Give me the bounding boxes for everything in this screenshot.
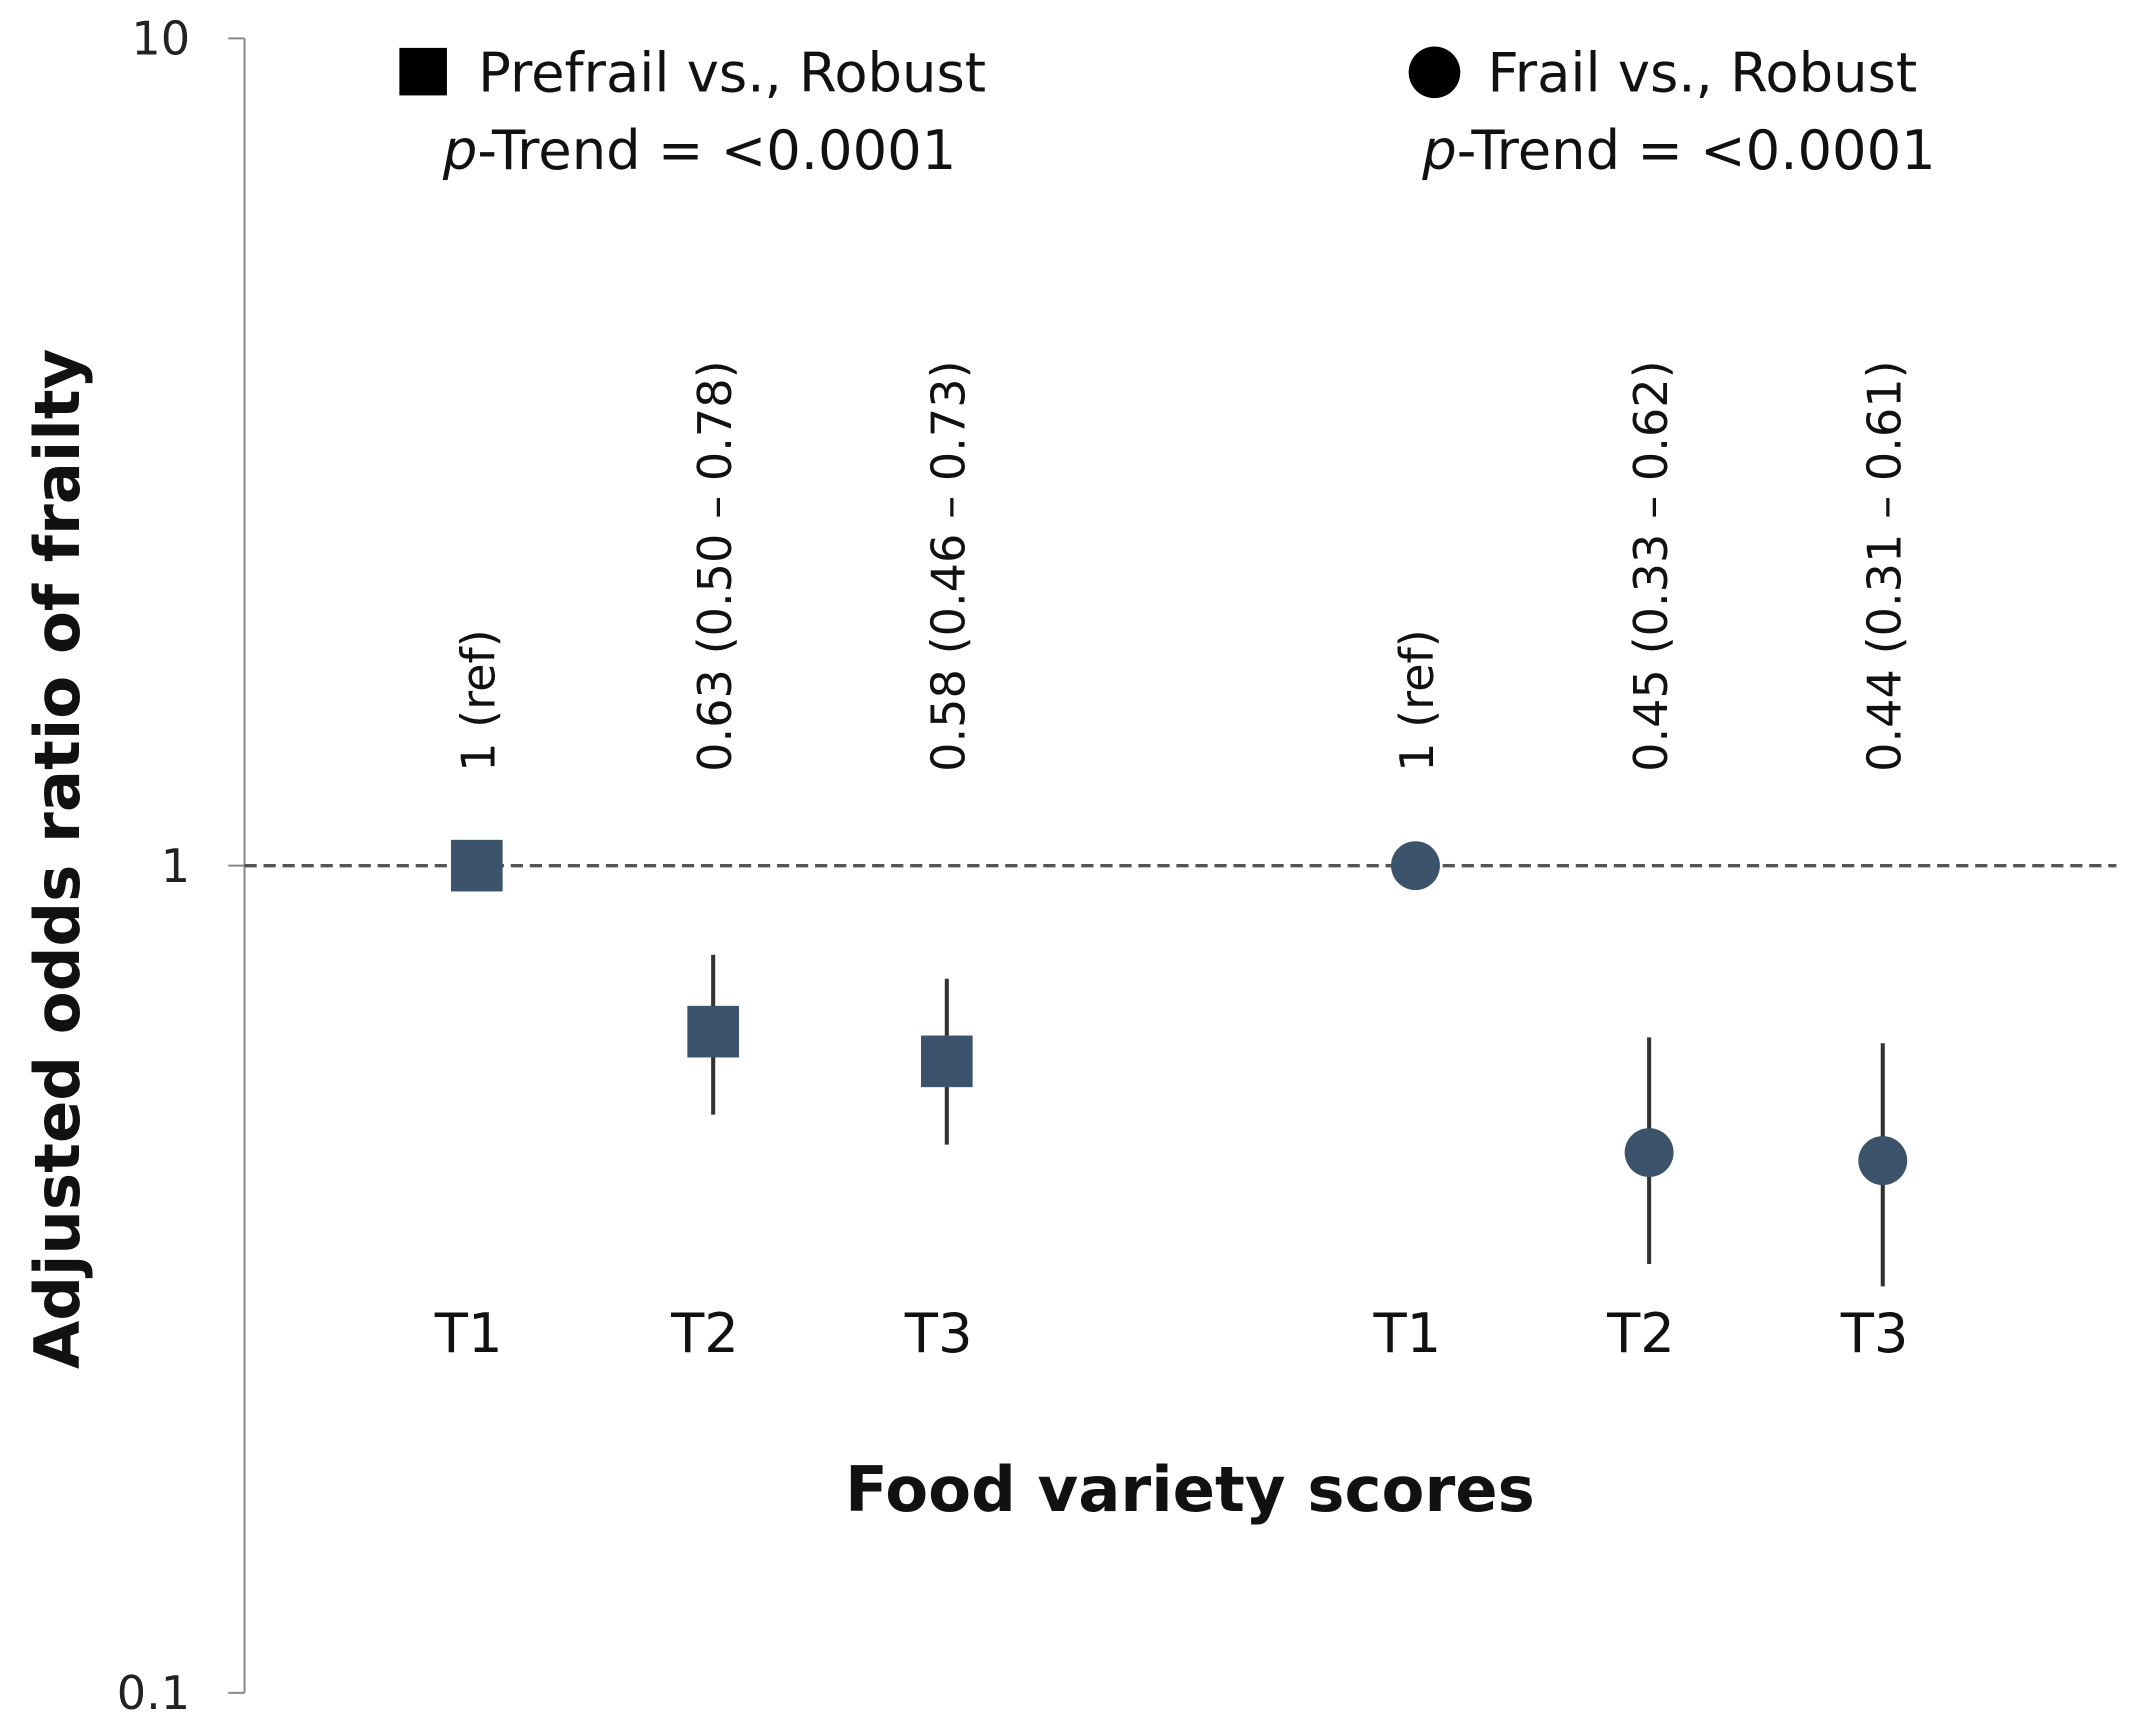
data-point-square [450, 839, 503, 892]
x-tick-label: T1 [434, 1302, 503, 1365]
data-label: 1 (ref) [1390, 629, 1444, 772]
plot-marks: 1 (ref) T1 0.63 (0.50 – 0.78) T2 0.58 (0.46 … [244, 41, 2117, 1365]
legend-label: Prefrail vs., Robust [478, 41, 986, 104]
x-tick-label: T2 [670, 1302, 739, 1365]
data-point-square [687, 1005, 739, 1058]
data-label: 0.45 (0.33 – 0.62) [1624, 360, 1678, 772]
data-point-circle [1858, 1136, 1908, 1186]
y-axis-title: Adjusted odds ratio of frailty [21, 349, 94, 1369]
y-tick-label: 0.1 [117, 1666, 190, 1720]
data-point-circle [1391, 841, 1440, 891]
data-label: 0.58 (0.46 – 0.73) [921, 360, 975, 772]
x-tick-label: T3 [904, 1302, 973, 1365]
legend-square-icon [399, 47, 447, 96]
p-trend-label: p-Trend = <0.0001 [1421, 119, 1935, 182]
x-tick-label: T1 [1372, 1302, 1441, 1365]
y-tick-label: 10 [131, 12, 190, 66]
data-label: 0.63 (0.50 – 0.78) [688, 360, 742, 772]
y-axis: 0.1 1 10 [117, 12, 246, 1720]
x-tick-label: T2 [1606, 1302, 1675, 1365]
x-tick-label: T3 [1840, 1302, 1909, 1365]
legend-label: Frail vs., Robust [1487, 41, 1917, 104]
data-point-circle [1624, 1128, 1674, 1177]
data-label: 1 (ref) [451, 629, 505, 772]
x-axis-title: Food variety scores [845, 1453, 1535, 1526]
p-trend-label: p-Trend = <0.0001 [442, 119, 956, 182]
data-point-square [921, 1035, 973, 1088]
legend-circle-icon [1408, 46, 1461, 99]
y-tick-label: 1 [161, 839, 190, 893]
data-label: 0.44 (0.31 – 0.61) [1857, 360, 1911, 772]
